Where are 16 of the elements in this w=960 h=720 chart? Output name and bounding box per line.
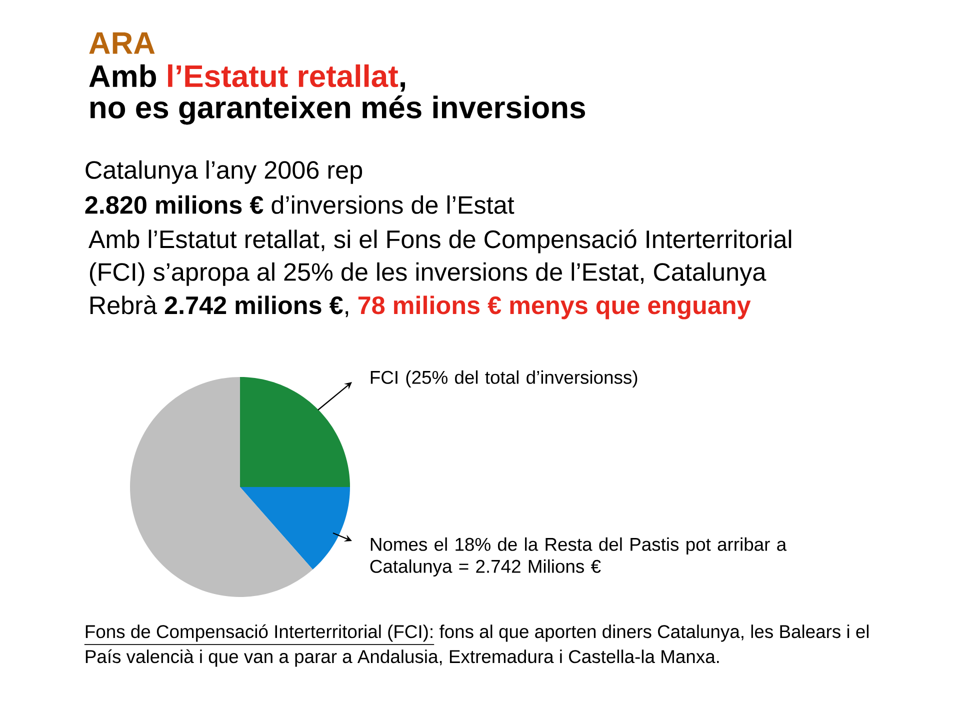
- text: fons al que aporten diners Catalunya, les Balears i el: [439, 624, 869, 642]
- text: Fons de Compensació Interterritorial (FCI):: [86, 624, 432, 642]
- text: Amb: [89, 64, 156, 88]
- text: Amb l’Estatut retallat, si el Fons de Compensació Interterritorial: [88, 229, 792, 254]
- slice-label: Nomes el 18% de la Resta del Pastis pot arribar a Catalunya = 2.742 Milions €: [370, 537, 787, 577]
- text: l’Estatut retallat: [168, 64, 398, 88]
- slice-label: FCI (25% del total d’inversionss): [370, 370, 638, 388]
- chart-title: ARA: [89, 32, 155, 54]
- text: ,: [400, 82, 405, 92]
- text: Rebrà 2.742 milions €,: [90, 295, 348, 318]
- text: 2.820 milions € d’inversions de l’Estat: [85, 195, 514, 214]
- chart-subtitle: no es garanteixen més inversions: [90, 95, 586, 125]
- text: País valencià i que van a parar a Andalusia, Extremadura i Castella-la Manxa.: [86, 649, 719, 667]
- text: (FCI) s’apropa al 25% de les inversions de l’Estat, Catalunya: [90, 262, 766, 286]
- text: 78 milions € menys que enguany: [358, 296, 751, 320]
- text: Catalunya l’any 2006 rep: [86, 160, 362, 184]
